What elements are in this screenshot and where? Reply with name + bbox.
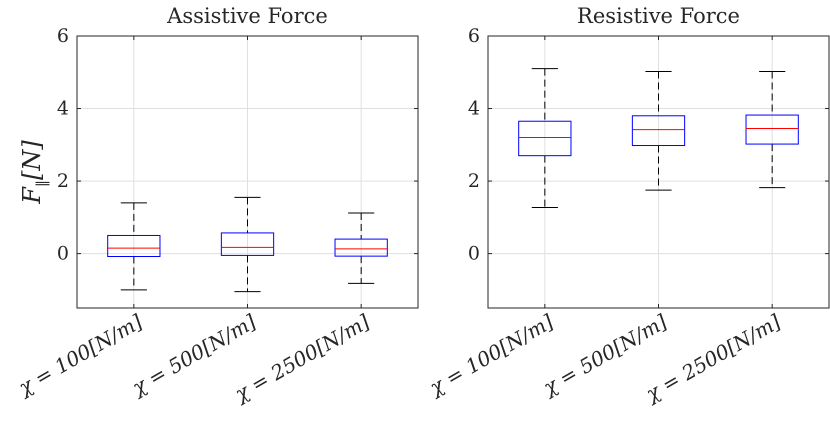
box-1-2 [745,114,799,145]
ytick-label-1-2: 4 [468,98,480,120]
ytick-label-1-1: 2 [468,170,480,192]
ytick-label-1-0: 0 [468,243,480,265]
box-0-0 [107,234,161,258]
box-1-0 [518,120,572,157]
ytick-label-0-0: 0 [57,243,69,265]
category-label-0-0: χ = 100[N/m] [13,309,147,400]
chart-title-1: Resistive Force [577,4,740,28]
ytick-label-0-2: 4 [57,98,69,120]
category-label-1-0: χ = 100[N/m] [424,309,558,400]
chart-title-0: Assistive Force [166,4,328,28]
box-0-1 [220,232,275,256]
y-axis-label: F‖[N] [18,140,50,205]
ytick-label-0-3: 6 [57,25,69,47]
box-0-2 [334,238,388,257]
ytick-label-1-3: 6 [468,25,480,47]
box-1-1 [631,115,686,147]
ytick-label-0-1: 2 [57,170,69,192]
